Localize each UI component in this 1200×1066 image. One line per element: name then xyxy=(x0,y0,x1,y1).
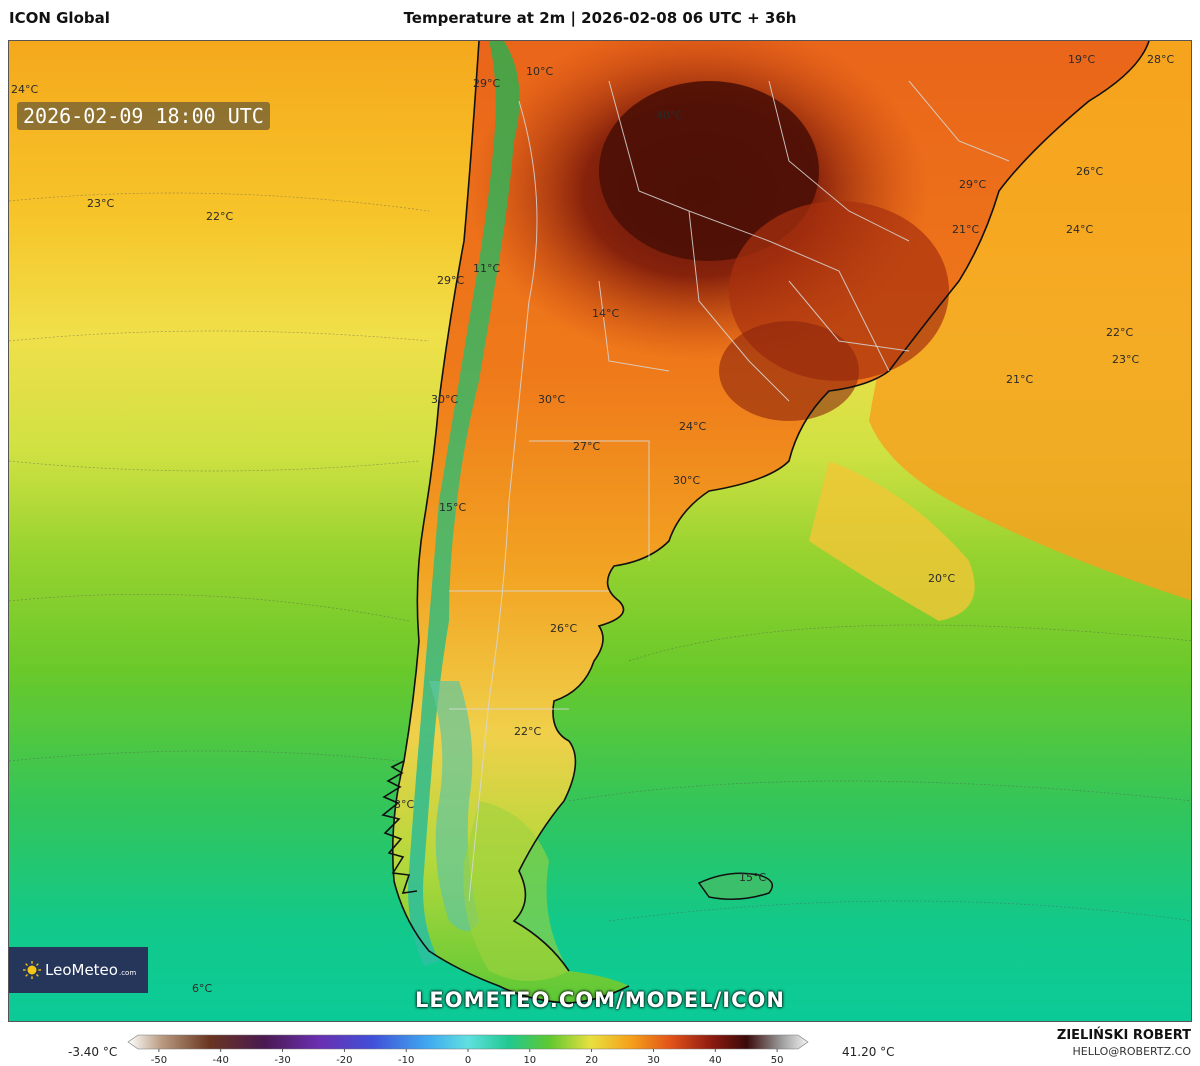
temp-label: 27°C xyxy=(573,440,600,453)
temp-label: 10°C xyxy=(526,65,553,78)
watermark-url[interactable]: LEOMETEO.COM/MODEL/ICON xyxy=(415,988,785,1012)
author-credit: ZIELIŃSKI ROBERT HELLO@ROBERTZ.CO xyxy=(1057,1028,1191,1058)
temp-label: 19°C xyxy=(1068,53,1095,66)
logo-suffix: .com xyxy=(118,969,137,977)
author-email[interactable]: HELLO@ROBERTZ.CO xyxy=(1072,1045,1191,1058)
temp-label: 29°C xyxy=(437,274,464,287)
temp-label: 20°C xyxy=(928,572,955,585)
temp-label: 22°C xyxy=(206,210,233,223)
temp-label: 22°C xyxy=(514,725,541,738)
temp-label: 28°C xyxy=(1147,53,1174,66)
temperature-map[interactable]: 24°C 29°C 10°C 40°C 19°C 28°C 23°C 22°C … xyxy=(8,40,1192,1022)
author-name: ZIELIŃSKI ROBERT xyxy=(1056,1028,1191,1043)
colorbar-tick-label: 40 xyxy=(709,1055,722,1066)
temp-label: 3°C xyxy=(394,798,414,811)
valid-time: 2026-02-09 18:00 UTC xyxy=(17,102,270,130)
map-title: Temperature at 2m | 2026-02-08 06 UTC + … xyxy=(403,9,797,27)
colorbar-tick-label: -40 xyxy=(213,1055,229,1066)
sun-icon xyxy=(23,961,41,979)
colorbar-max-label: 41.20 °C xyxy=(842,1045,895,1059)
temp-label: 29°C xyxy=(473,77,500,90)
colorbar-tick-label: -20 xyxy=(336,1055,352,1066)
colorbar-bar xyxy=(127,1034,809,1050)
colorbar-min-label: -3.40 °C xyxy=(68,1045,118,1059)
temp-label: 14°C xyxy=(592,307,619,320)
temp-label: 15°C xyxy=(739,871,766,884)
colorbar-tick-label: 20 xyxy=(585,1055,598,1066)
temp-label: 30°C xyxy=(538,393,565,406)
temp-label: 11°C xyxy=(473,262,500,275)
colorbar-tick-label: -30 xyxy=(274,1055,290,1066)
temp-label: 30°C xyxy=(673,474,700,487)
colorbar-ticks: -50 -40 -30 -20 -10 0 10 20 30 40 50 xyxy=(151,1049,784,1066)
temp-label: 6°C xyxy=(192,982,212,995)
temp-label: 24°C xyxy=(11,83,38,96)
colorbar-tick-label: 30 xyxy=(647,1055,660,1066)
temp-label: 29°C xyxy=(959,178,986,191)
temp-label: 26°C xyxy=(1076,165,1103,178)
temp-label: 24°C xyxy=(679,420,706,433)
model-name: ICON Global xyxy=(9,9,110,27)
colorbar-tick-label: 10 xyxy=(523,1055,536,1066)
leometeo-logo[interactable]: LeoMeteo .com xyxy=(9,947,148,993)
temp-label: 30°C xyxy=(431,393,458,406)
temperature-labels: 24°C 29°C 10°C 40°C 19°C 28°C 23°C 22°C … xyxy=(11,53,1174,995)
colorbar-tick-label: -10 xyxy=(398,1055,414,1066)
temp-label: 24°C xyxy=(1066,223,1093,236)
colorbar: -50 -40 -30 -20 -10 0 10 20 30 40 50 xyxy=(127,1034,809,1066)
temp-label: 23°C xyxy=(87,197,114,210)
map-canvas: 24°C 29°C 10°C 40°C 19°C 28°C 23°C 22°C … xyxy=(9,41,1191,1021)
temp-label: 26°C xyxy=(550,622,577,635)
temp-label: 15°C xyxy=(439,501,466,514)
colorbar-tick-label: -50 xyxy=(151,1055,167,1066)
temp-label: 21°C xyxy=(1006,373,1033,386)
colorbar-tick-label: 50 xyxy=(771,1055,784,1066)
logo-text: LeoMeteo xyxy=(45,961,118,979)
temp-label: 23°C xyxy=(1112,353,1139,366)
temp-label: 21°C xyxy=(952,223,979,236)
country-borders xyxy=(449,80,1010,902)
colorbar-tick-label: 0 xyxy=(465,1055,471,1066)
temp-label: 22°C xyxy=(1106,326,1133,339)
temp-label: 40°C xyxy=(656,109,683,122)
